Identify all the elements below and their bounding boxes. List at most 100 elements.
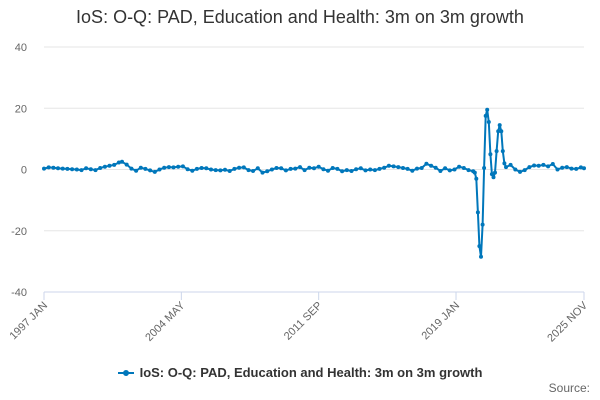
- data-point[interactable]: [74, 167, 79, 172]
- data-point[interactable]: [241, 165, 246, 170]
- data-point[interactable]: [298, 165, 302, 170]
- data-point[interactable]: [494, 149, 499, 154]
- data-point[interactable]: [116, 160, 121, 165]
- data-point[interactable]: [396, 165, 401, 170]
- data-point[interactable]: [102, 164, 107, 169]
- data-point[interactable]: [527, 165, 532, 170]
- data-point[interactable]: [84, 166, 89, 171]
- data-point[interactable]: [502, 161, 507, 166]
- data-point[interactable]: [499, 129, 504, 134]
- data-point[interactable]: [143, 166, 148, 171]
- data-point[interactable]: [79, 168, 84, 173]
- data-point[interactable]: [405, 166, 410, 171]
- data-point[interactable]: [129, 166, 134, 171]
- data-point[interactable]: [560, 165, 565, 170]
- data-point[interactable]: [265, 169, 270, 174]
- data-point[interactable]: [485, 107, 490, 112]
- data-point[interactable]: [246, 168, 251, 173]
- data-point[interactable]: [582, 166, 586, 171]
- data-point[interactable]: [56, 166, 60, 171]
- data-point[interactable]: [386, 163, 391, 168]
- data-point[interactable]: [461, 166, 466, 170]
- data-point[interactable]: [152, 169, 157, 174]
- data-point[interactable]: [488, 152, 493, 157]
- data-point[interactable]: [171, 165, 176, 170]
- data-point[interactable]: [382, 165, 387, 170]
- data-point[interactable]: [120, 159, 124, 164]
- data-point[interactable]: [497, 123, 502, 128]
- data-point[interactable]: [415, 166, 419, 171]
- data-point[interactable]: [199, 166, 204, 170]
- data-point[interactable]: [227, 169, 232, 173]
- data-point[interactable]: [340, 169, 345, 174]
- data-point[interactable]: [443, 166, 448, 171]
- data-point[interactable]: [107, 163, 112, 168]
- data-point[interactable]: [377, 166, 382, 171]
- data-point[interactable]: [569, 166, 574, 171]
- data-point[interactable]: [482, 166, 487, 170]
- data-point[interactable]: [424, 161, 429, 166]
- data-point[interactable]: [504, 165, 508, 170]
- data-point[interactable]: [112, 162, 117, 167]
- data-point[interactable]: [138, 165, 143, 170]
- data-point[interactable]: [232, 166, 237, 171]
- data-point[interactable]: [251, 169, 256, 173]
- data-point[interactable]: [60, 166, 65, 171]
- data-point[interactable]: [546, 164, 551, 169]
- legend[interactable]: IoS: O-Q: PAD, Education and Health: 3m …: [0, 365, 600, 381]
- data-point[interactable]: [180, 164, 185, 169]
- data-point[interactable]: [288, 166, 293, 171]
- data-point[interactable]: [312, 166, 316, 171]
- data-point[interactable]: [46, 165, 51, 170]
- data-point[interactable]: [98, 166, 103, 170]
- data-point[interactable]: [508, 162, 513, 167]
- data-point[interactable]: [500, 149, 505, 154]
- data-point[interactable]: [474, 176, 479, 181]
- data-point[interactable]: [321, 167, 326, 172]
- data-point[interactable]: [493, 170, 497, 175]
- data-point[interactable]: [293, 166, 298, 171]
- data-point[interactable]: [330, 166, 335, 170]
- data-point[interactable]: [209, 167, 213, 172]
- data-point[interactable]: [349, 169, 354, 173]
- data-point[interactable]: [475, 210, 480, 215]
- data-point[interactable]: [452, 167, 457, 172]
- data-point[interactable]: [307, 165, 312, 170]
- data-point[interactable]: [302, 168, 307, 173]
- data-point[interactable]: [134, 168, 139, 173]
- data-point[interactable]: [260, 170, 265, 175]
- data-point[interactable]: [269, 167, 274, 172]
- data-point[interactable]: [513, 167, 518, 172]
- data-point[interactable]: [148, 168, 153, 173]
- data-point[interactable]: [157, 167, 162, 172]
- data-point[interactable]: [42, 166, 46, 171]
- data-point[interactable]: [480, 222, 485, 227]
- data-point[interactable]: [447, 168, 452, 173]
- data-point[interactable]: [316, 164, 321, 169]
- data-point[interactable]: [363, 168, 368, 173]
- data-point[interactable]: [532, 163, 537, 168]
- data-point[interactable]: [51, 165, 56, 170]
- data-point[interactable]: [326, 168, 330, 173]
- data-point[interactable]: [162, 165, 167, 170]
- legend-item-growth[interactable]: IoS: O-Q: PAD, Education and Health: 3m …: [117, 365, 482, 380]
- data-point[interactable]: [218, 168, 223, 173]
- data-point[interactable]: [391, 164, 396, 169]
- data-point[interactable]: [223, 167, 227, 172]
- data-point[interactable]: [190, 168, 195, 173]
- data-point[interactable]: [124, 162, 129, 167]
- data-point[interactable]: [486, 120, 491, 124]
- data-point[interactable]: [194, 166, 199, 171]
- data-point[interactable]: [255, 166, 260, 171]
- data-point[interactable]: [93, 168, 98, 173]
- data-point[interactable]: [555, 167, 560, 172]
- data-point[interactable]: [457, 164, 462, 169]
- data-point[interactable]: [237, 165, 242, 170]
- data-point[interactable]: [518, 169, 522, 174]
- data-point[interactable]: [574, 166, 579, 171]
- data-point[interactable]: [185, 167, 190, 172]
- data-point[interactable]: [213, 168, 218, 173]
- data-point[interactable]: [479, 254, 483, 259]
- data-point[interactable]: [564, 165, 569, 170]
